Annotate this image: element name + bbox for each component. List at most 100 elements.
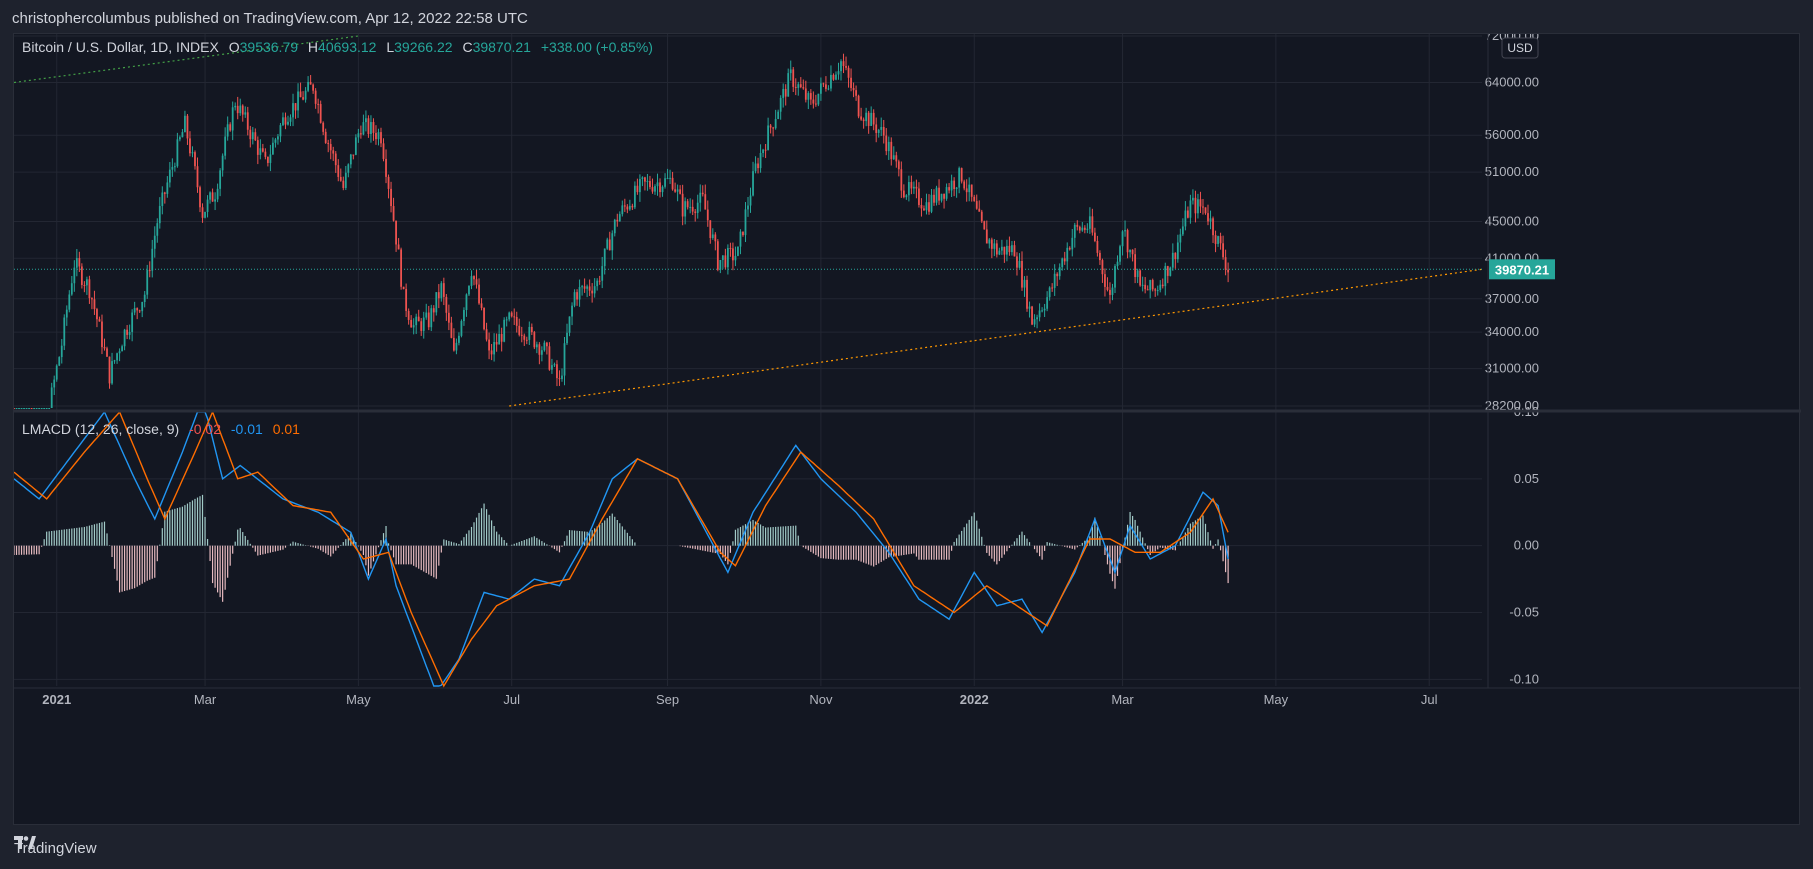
candle-body [714, 234, 717, 242]
candle-body [631, 205, 634, 208]
up-candle [734, 246, 737, 267]
down-candle [814, 94, 817, 107]
down-candle [852, 82, 855, 98]
up-candle [1189, 194, 1192, 224]
up-candle [654, 184, 656, 195]
down-candle [769, 123, 772, 134]
down-candle [194, 150, 196, 170]
candle-body [719, 260, 722, 270]
candle-body [980, 211, 983, 222]
candle-body [684, 201, 687, 217]
up-candle [752, 161, 754, 197]
candle-body [1099, 252, 1101, 261]
candle-body [1028, 306, 1031, 309]
chart-panel[interactable]: 2021MarMayJulSepNov2022MarMayJul72000.00… [13, 33, 1801, 826]
candle-body [131, 312, 134, 332]
macd-value: -0.01 [231, 421, 263, 437]
down-candle [659, 178, 661, 198]
candle-body [143, 294, 146, 303]
candle-body [1088, 216, 1091, 229]
candle-body [729, 247, 732, 249]
candle-body [246, 112, 249, 130]
candle-body [1121, 231, 1124, 247]
candle-body [357, 133, 360, 138]
candle-body [968, 184, 971, 193]
x-tick-label: Jul [503, 692, 520, 707]
candle-body [302, 97, 304, 100]
candle-body [510, 312, 513, 317]
candle-body [362, 122, 365, 135]
candle-body [970, 184, 973, 197]
down-candle [825, 76, 827, 92]
candle-body [299, 91, 302, 98]
candle-body [395, 220, 397, 245]
candle-body [1083, 227, 1086, 230]
down-candle [337, 159, 340, 182]
candle-body [1068, 247, 1071, 250]
candle-body [435, 292, 438, 313]
candle-body [148, 270, 151, 272]
down-candle [387, 174, 390, 199]
up-candle [23, 408, 25, 409]
up-candle [581, 284, 583, 296]
brand-footer[interactable]: TradingView [14, 836, 97, 860]
down-candle [1091, 208, 1094, 236]
up-candle [618, 211, 621, 222]
candle-body [465, 294, 468, 311]
up-candle [603, 248, 606, 275]
up-candle [28, 408, 30, 409]
candle-body [93, 299, 96, 310]
candle-body [244, 112, 247, 115]
chart-canvas[interactable]: 2021MarMayJulSepNov2022MarMayJul72000.00… [14, 34, 1801, 826]
down-candle [960, 167, 963, 184]
up-candle [759, 144, 762, 173]
candle-body [1131, 249, 1134, 255]
candle-body [385, 158, 387, 177]
candle-body [176, 139, 179, 167]
up-candle [307, 76, 310, 93]
candle-body [1161, 284, 1164, 287]
candle-body [324, 131, 327, 143]
up-candle [60, 339, 63, 364]
candle-body [613, 219, 616, 234]
candle-body [25, 408, 28, 409]
down-candle [510, 311, 513, 318]
candle-body [269, 154, 272, 163]
down-candle [138, 309, 141, 313]
candle-body [14, 408, 15, 409]
candle-body [33, 408, 36, 409]
candle-body [543, 342, 546, 351]
up-candle [63, 314, 66, 351]
candle-body [907, 182, 910, 196]
down-candle [928, 194, 930, 215]
candle-body [767, 125, 770, 150]
candle-body [347, 164, 350, 173]
up-candle [1159, 280, 1162, 293]
open-value: 39536.79 [240, 39, 299, 55]
down-candle [1096, 235, 1099, 257]
candle-body [1144, 284, 1147, 290]
macd-pane [14, 410, 1229, 688]
down-candle [598, 275, 601, 285]
trendlines [14, 35, 1483, 407]
candle-body [136, 308, 139, 311]
up-candle [958, 166, 961, 194]
up-candle [1036, 314, 1038, 329]
candle-body [623, 205, 626, 207]
candle-body [1053, 273, 1056, 288]
down-candle [332, 146, 335, 161]
candle-body [108, 356, 111, 384]
candle-body [337, 165, 340, 177]
up-candle [737, 246, 739, 257]
up-candle [116, 352, 118, 364]
down-candle [299, 82, 302, 98]
down-candle [548, 342, 551, 371]
up-candle [279, 123, 282, 143]
candle-body [55, 365, 58, 380]
candle-body [88, 279, 91, 299]
up-candle [613, 218, 616, 237]
up-candle [1149, 279, 1152, 299]
candle-body [1038, 310, 1041, 318]
candle-body [513, 316, 516, 318]
down-candle [812, 91, 815, 109]
